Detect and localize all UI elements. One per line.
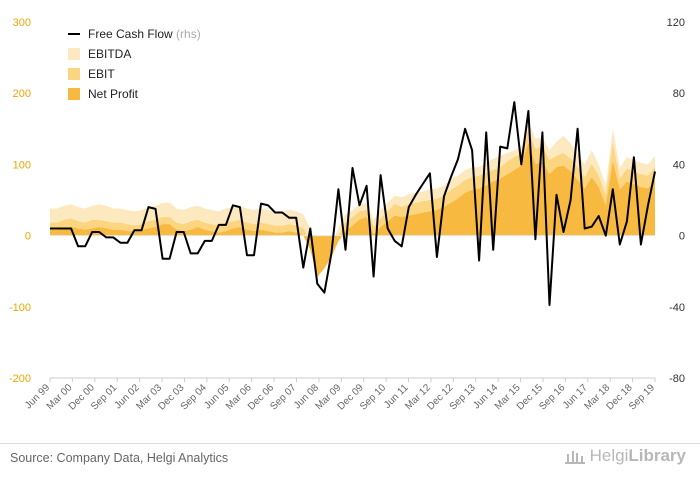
area-ebit [50, 130, 655, 272]
line-free-cash-flow [50, 101, 656, 306]
x-axis-tick-label: Sep 07 [268, 382, 298, 412]
legend-swatch [68, 68, 80, 80]
x-axis-tick-label: Sep 10 [358, 382, 388, 412]
x-axis-tick-label: Sep 04 [179, 382, 209, 412]
left-axis-tick-label: 100 [13, 159, 31, 171]
x-axis-tick-label: Sep 13 [448, 382, 478, 412]
legend-entry: Free Cash Flow (rhs) [88, 27, 201, 41]
logo-text: HelgiLibrary [589, 446, 686, 465]
right-axis-tick-label: -80 [669, 373, 685, 385]
right-axis-tick-label: 120 [667, 17, 685, 29]
chart: 300 200 100 0 -100 -200 120 80 40 0 -40 -80 Jun 99 Ma… [9, 17, 685, 413]
legend-entry: EBIT [88, 67, 115, 81]
x-axis-tick-label: Sep 19 [627, 382, 657, 412]
right-axis-tick-label: -40 [669, 302, 685, 314]
legend-unit-suffix: (rhs) [173, 27, 201, 41]
building-icon [564, 451, 585, 464]
legend-entry: Net Profit [88, 87, 139, 101]
left-axis-tick-label: 300 [13, 17, 31, 29]
right-axis-tick-label: 80 [673, 88, 685, 100]
left-axis-tick-label: 0 [25, 231, 31, 243]
x-axis-tick-label: Sep 16 [537, 382, 567, 412]
right-axis-tick-label: 40 [673, 159, 685, 171]
left-axis-tick-label: -100 [9, 302, 31, 314]
legend-swatch [68, 88, 80, 100]
helgi-library-logo: HelgiLibrary [564, 446, 686, 466]
x-axis-tick-label: Sep 01 [89, 382, 119, 412]
legend-entry: EBITDA [88, 47, 131, 61]
right-axis-tick-label: 0 [679, 231, 685, 243]
footer-divider [0, 443, 700, 444]
left-axis-tick-label: -200 [9, 373, 31, 385]
legend-swatch [68, 48, 80, 60]
left-axis-tick-label: 200 [13, 88, 31, 100]
source-note: Source: Company Data, Helgi Analytics [10, 451, 229, 465]
